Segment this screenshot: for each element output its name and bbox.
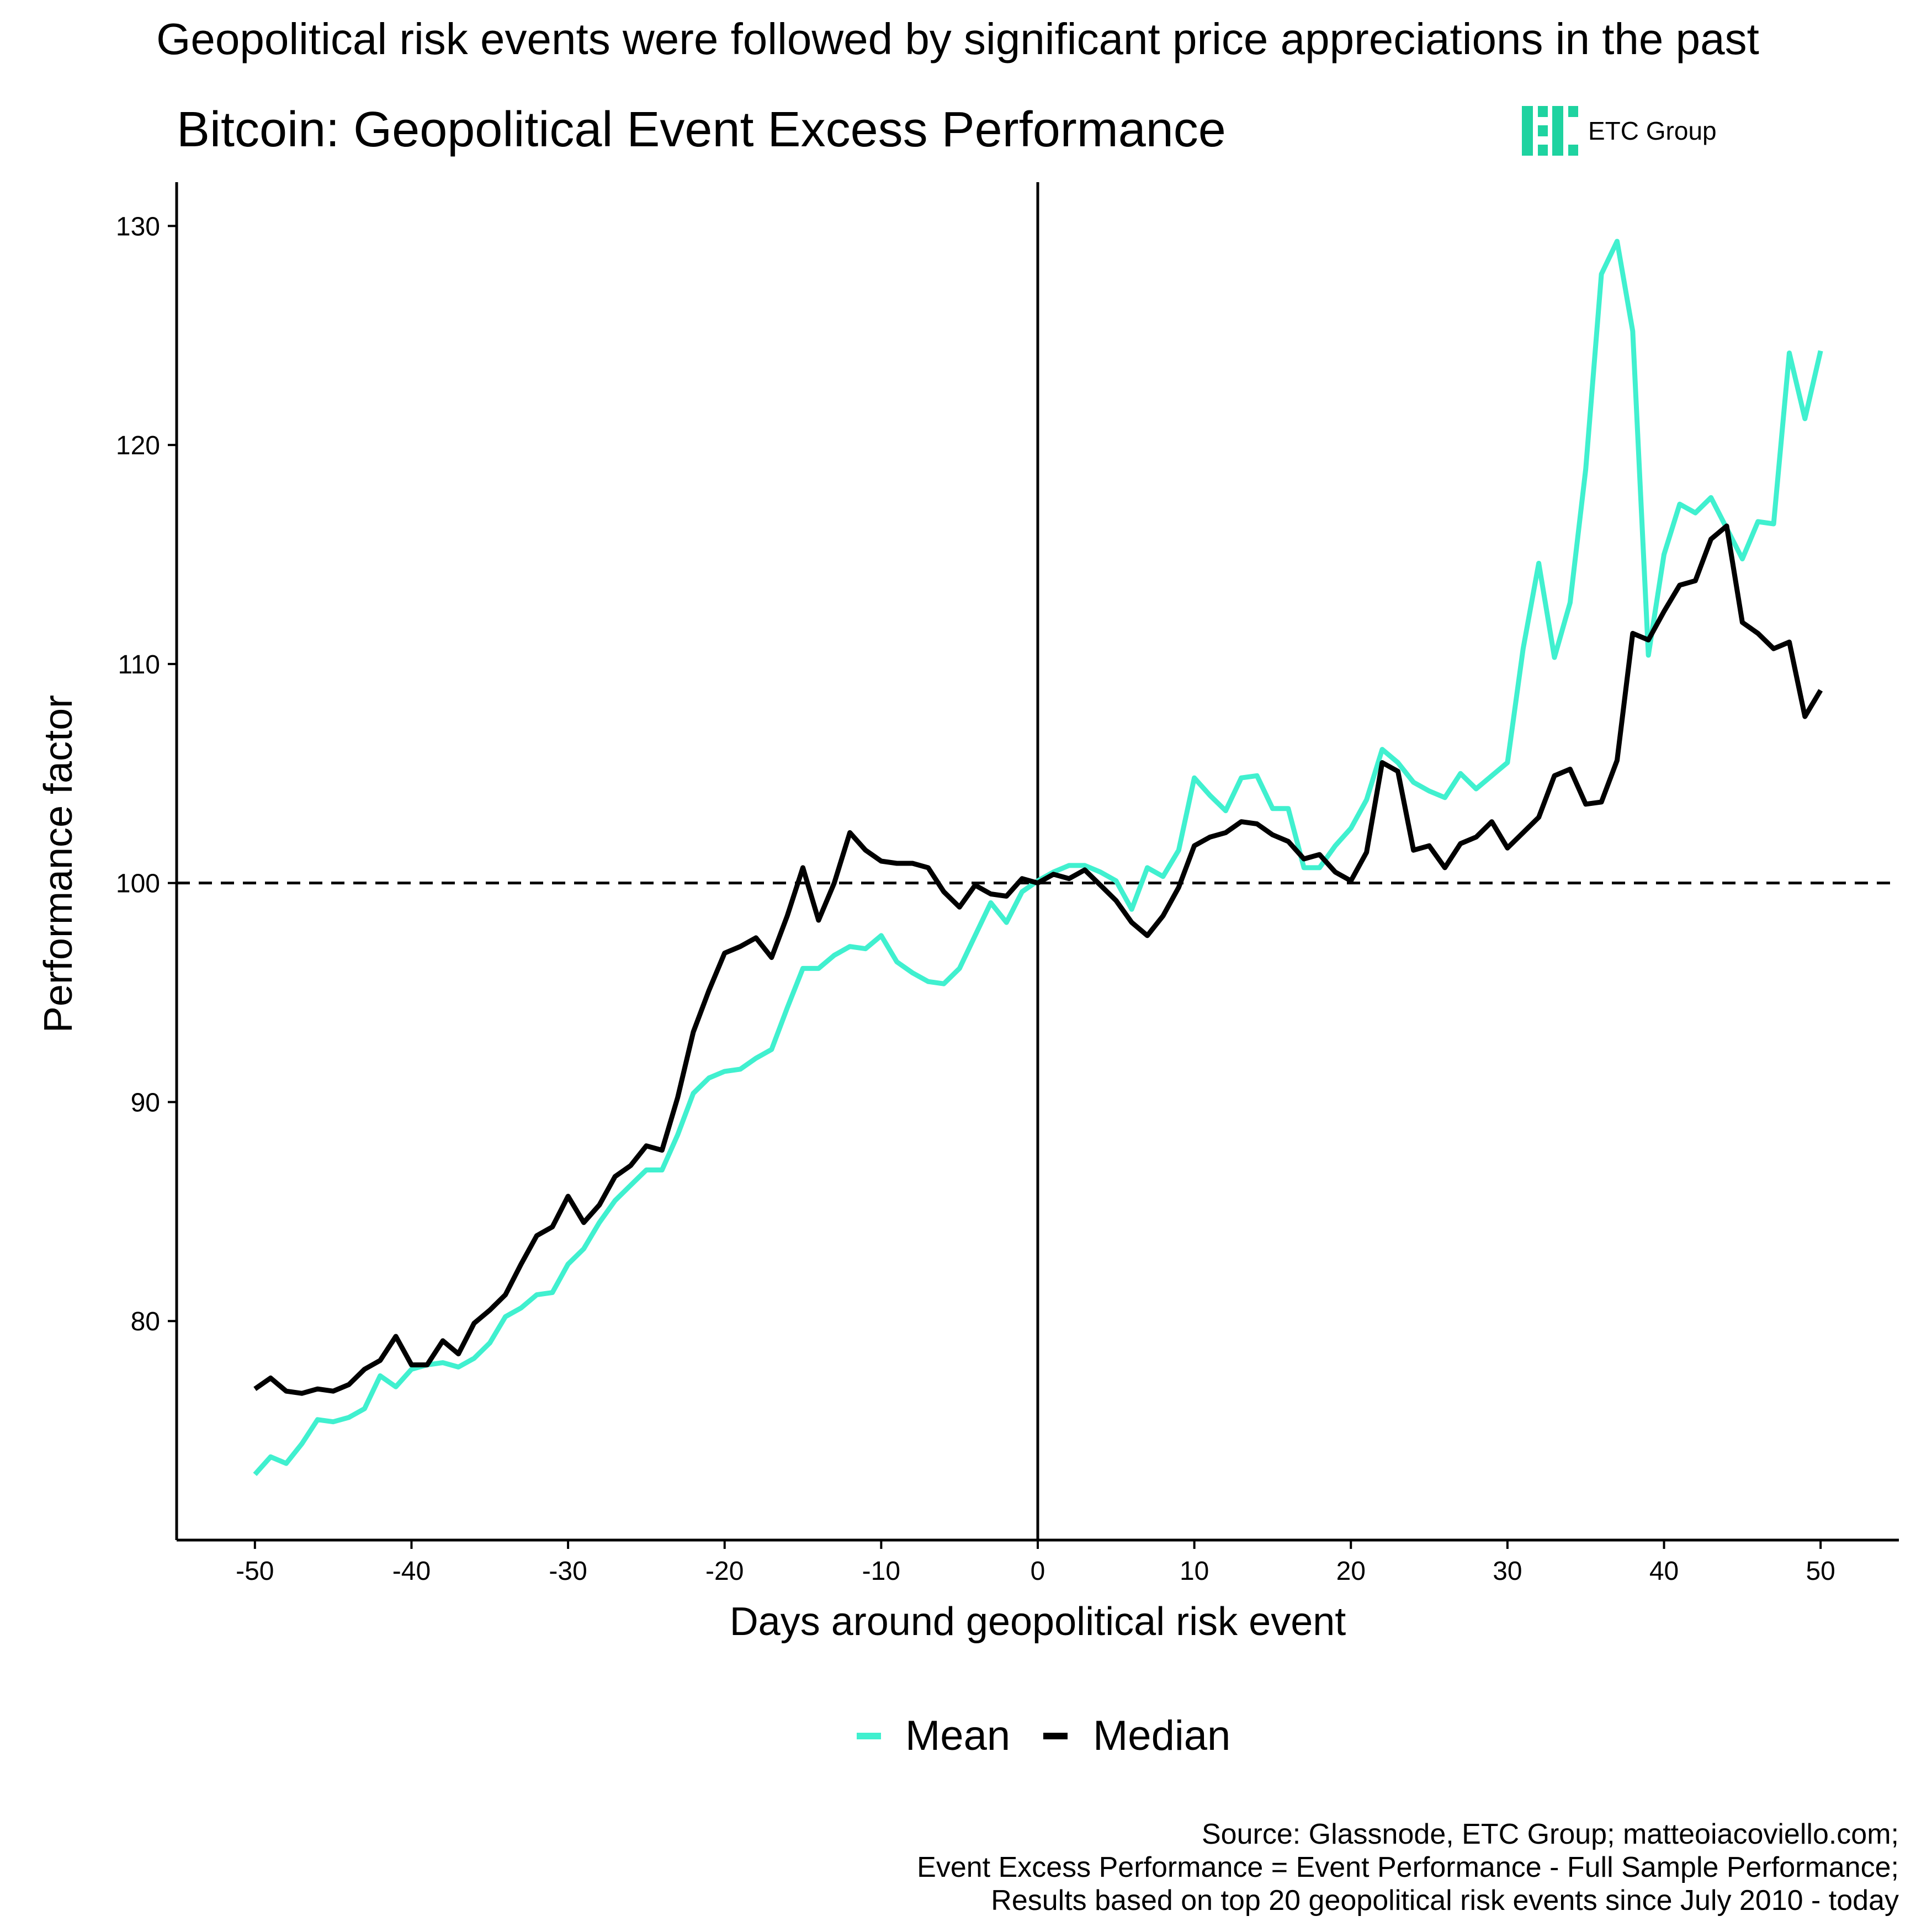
y-tick-label: 80 — [131, 1307, 160, 1336]
y-axis-label: Performance factor — [36, 695, 81, 1033]
x-tick-label: 50 — [1806, 1557, 1835, 1586]
y-tick-label: 120 — [116, 431, 160, 460]
y-tick-label: 130 — [116, 212, 160, 241]
x-tick-label: 10 — [1180, 1557, 1209, 1586]
legend: Mean Median — [857, 1712, 1230, 1759]
x-tick-label: -20 — [705, 1557, 744, 1586]
x-tick-label: -50 — [236, 1557, 274, 1586]
y-tick-label: 110 — [118, 650, 160, 680]
x-tick-label: 20 — [1336, 1557, 1366, 1586]
etc-group-logo-icon — [1522, 106, 1578, 156]
x-axis-ticks: -50 -40 -30 -20 -10 0 10 20 30 40 50 — [236, 1540, 1835, 1586]
x-tick-label: -30 — [549, 1557, 587, 1586]
y-tick-label: 100 — [116, 869, 160, 899]
x-axis-label: Days around geopolitical risk event — [730, 1600, 1346, 1644]
chart-headline: Geopolitical risk events were followed b… — [156, 14, 1759, 63]
definition-note: Event Excess Performance = Event Perform… — [917, 1851, 1899, 1883]
x-tick-label: 30 — [1493, 1557, 1522, 1586]
y-tick-label: 90 — [131, 1088, 160, 1117]
reference-lines — [177, 182, 1899, 1540]
sample-note: Results based on top 20 geopolitical ris… — [991, 1885, 1899, 1917]
source-note: Source: Glassnode, ETC Group; matteoiaco… — [1202, 1818, 1899, 1850]
y-axis-ticks: 80 90 100 110 120 130 — [116, 212, 177, 1336]
x-tick-label: -10 — [862, 1557, 900, 1586]
x-tick-label: -40 — [392, 1557, 431, 1586]
etc-group-logo: ETC Group — [1522, 106, 1717, 156]
etc-group-logo-text: ETC Group — [1588, 116, 1717, 145]
legend-label-median: Median — [1093, 1712, 1230, 1759]
series-line-median — [253, 523, 1823, 1396]
legend-label-mean: Mean — [905, 1712, 1010, 1759]
x-tick-label: 0 — [1031, 1557, 1045, 1586]
chart-title: Bitcoin: Geopolitical Event Excess Perfo… — [177, 102, 1226, 157]
series-lines — [253, 238, 1823, 1476]
x-tick-label: 40 — [1649, 1557, 1679, 1586]
